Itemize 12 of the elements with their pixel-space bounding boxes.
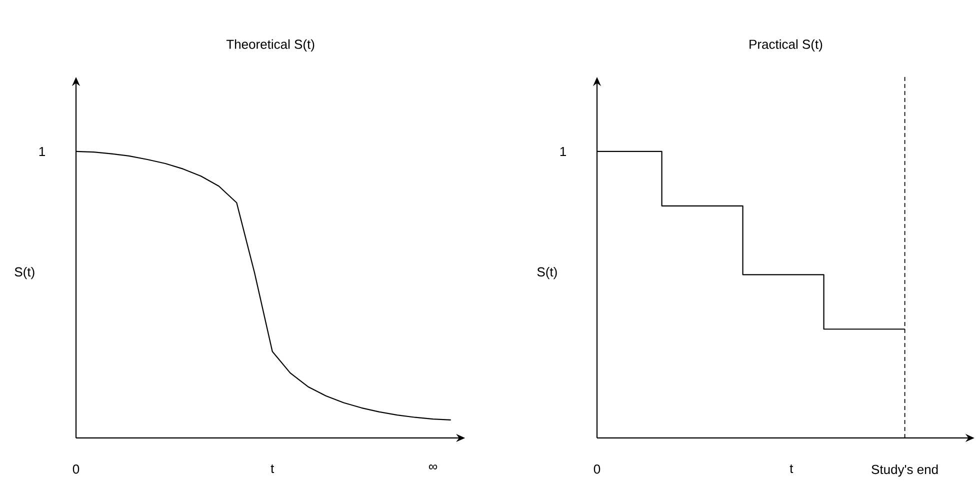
x-tick-label: 0 [72, 464, 80, 474]
x-tick-label: ∞ [428, 464, 438, 470]
x-tick-label: t [790, 464, 794, 474]
y-axis-title: S(t) [537, 266, 557, 280]
chart-title: Practical S(t) [750, 39, 822, 52]
y-axis-title: S(t) [14, 266, 34, 280]
x-tick-label: t [270, 464, 274, 474]
chart-title: Theoretical S(t) [226, 39, 314, 52]
x-tick-label: Study's end [872, 464, 938, 477]
text: 1 [560, 147, 566, 156]
x-tick-label: 0 [594, 464, 600, 474]
text: 1 [39, 147, 45, 156]
